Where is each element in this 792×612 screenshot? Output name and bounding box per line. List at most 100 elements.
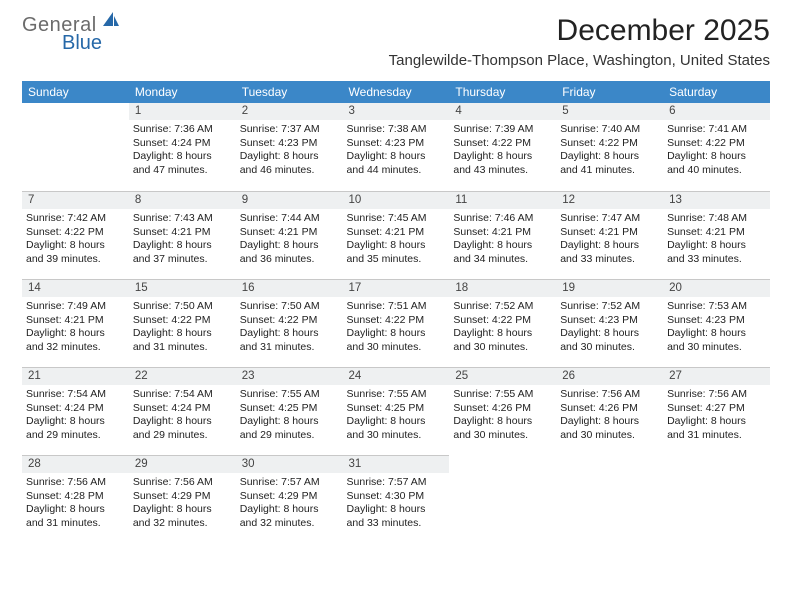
calendar-day-cell: 9Sunrise: 7:44 AMSunset: 4:21 PMDaylight…	[236, 191, 343, 279]
day-number: 7	[22, 191, 129, 209]
sunset-line: Sunset: 4:21 PM	[133, 226, 232, 240]
day-number: 20	[663, 279, 770, 297]
sunrise-line: Sunrise: 7:46 AM	[453, 212, 552, 226]
calendar-day-cell: 25Sunrise: 7:55 AMSunset: 4:26 PMDayligh…	[449, 367, 556, 455]
daylight-line: Daylight: 8 hours and 29 minutes.	[26, 415, 125, 442]
day-details: Sunrise: 7:48 AMSunset: 4:21 PMDaylight:…	[663, 209, 770, 271]
daylight-line: Daylight: 8 hours and 33 minutes.	[667, 239, 766, 266]
day-details: Sunrise: 7:42 AMSunset: 4:22 PMDaylight:…	[22, 209, 129, 271]
day-number: 4	[449, 103, 556, 120]
header: General Blue December 2025 Tanglewilde-T…	[0, 0, 792, 73]
daylight-line: Daylight: 8 hours and 34 minutes.	[453, 239, 552, 266]
sunset-line: Sunset: 4:22 PM	[347, 314, 446, 328]
day-details: Sunrise: 7:55 AMSunset: 4:25 PMDaylight:…	[236, 385, 343, 447]
calendar-week-row: 1Sunrise: 7:36 AMSunset: 4:24 PMDaylight…	[22, 103, 770, 191]
day-details: Sunrise: 7:54 AMSunset: 4:24 PMDaylight:…	[129, 385, 236, 447]
calendar-day-cell: 19Sunrise: 7:52 AMSunset: 4:23 PMDayligh…	[556, 279, 663, 367]
day-details: Sunrise: 7:40 AMSunset: 4:22 PMDaylight:…	[556, 120, 663, 182]
daylight-line: Daylight: 8 hours and 44 minutes.	[347, 150, 446, 177]
day-number: 11	[449, 191, 556, 209]
day-number: 9	[236, 191, 343, 209]
calendar-day-cell: 24Sunrise: 7:55 AMSunset: 4:25 PMDayligh…	[343, 367, 450, 455]
day-details: Sunrise: 7:53 AMSunset: 4:23 PMDaylight:…	[663, 297, 770, 359]
day-details: Sunrise: 7:52 AMSunset: 4:23 PMDaylight:…	[556, 297, 663, 359]
calendar-day-cell: 7Sunrise: 7:42 AMSunset: 4:22 PMDaylight…	[22, 191, 129, 279]
sunset-line: Sunset: 4:24 PM	[26, 402, 125, 416]
sunrise-line: Sunrise: 7:52 AM	[453, 300, 552, 314]
calendar-day-cell: 15Sunrise: 7:50 AMSunset: 4:22 PMDayligh…	[129, 279, 236, 367]
day-number: 21	[22, 367, 129, 385]
sunrise-line: Sunrise: 7:53 AM	[667, 300, 766, 314]
sunrise-line: Sunrise: 7:54 AM	[133, 388, 232, 402]
calendar-day-cell: 23Sunrise: 7:55 AMSunset: 4:25 PMDayligh…	[236, 367, 343, 455]
sunset-line: Sunset: 4:21 PM	[667, 226, 766, 240]
calendar-day-cell: 1Sunrise: 7:36 AMSunset: 4:24 PMDaylight…	[129, 103, 236, 191]
daylight-line: Daylight: 8 hours and 31 minutes.	[133, 327, 232, 354]
day-number: 22	[129, 367, 236, 385]
weekday-header: Saturday	[663, 81, 770, 103]
calendar-day-cell	[556, 455, 663, 543]
sunrise-line: Sunrise: 7:36 AM	[133, 123, 232, 137]
sunset-line: Sunset: 4:30 PM	[347, 490, 446, 504]
calendar-day-cell: 16Sunrise: 7:50 AMSunset: 4:22 PMDayligh…	[236, 279, 343, 367]
page-title: December 2025	[389, 14, 770, 48]
calendar-day-cell: 21Sunrise: 7:54 AMSunset: 4:24 PMDayligh…	[22, 367, 129, 455]
calendar-day-cell	[449, 455, 556, 543]
sunrise-line: Sunrise: 7:50 AM	[240, 300, 339, 314]
sunset-line: Sunset: 4:21 PM	[26, 314, 125, 328]
sunrise-line: Sunrise: 7:55 AM	[453, 388, 552, 402]
sunset-line: Sunset: 4:23 PM	[347, 137, 446, 151]
calendar-day-cell: 4Sunrise: 7:39 AMSunset: 4:22 PMDaylight…	[449, 103, 556, 191]
sunrise-line: Sunrise: 7:44 AM	[240, 212, 339, 226]
sunset-line: Sunset: 4:29 PM	[240, 490, 339, 504]
day-number: 5	[556, 103, 663, 120]
calendar-day-cell: 3Sunrise: 7:38 AMSunset: 4:23 PMDaylight…	[343, 103, 450, 191]
day-number: 30	[236, 455, 343, 473]
sunrise-line: Sunrise: 7:37 AM	[240, 123, 339, 137]
daylight-line: Daylight: 8 hours and 39 minutes.	[26, 239, 125, 266]
day-number: 2	[236, 103, 343, 120]
daylight-line: Daylight: 8 hours and 32 minutes.	[240, 503, 339, 530]
day-number: 17	[343, 279, 450, 297]
calendar-day-cell: 17Sunrise: 7:51 AMSunset: 4:22 PMDayligh…	[343, 279, 450, 367]
day-number: 24	[343, 367, 450, 385]
sunset-line: Sunset: 4:23 PM	[240, 137, 339, 151]
weekday-header: Tuesday	[236, 81, 343, 103]
calendar-day-cell: 22Sunrise: 7:54 AMSunset: 4:24 PMDayligh…	[129, 367, 236, 455]
day-details: Sunrise: 7:52 AMSunset: 4:22 PMDaylight:…	[449, 297, 556, 359]
sunset-line: Sunset: 4:27 PM	[667, 402, 766, 416]
day-details: Sunrise: 7:39 AMSunset: 4:22 PMDaylight:…	[449, 120, 556, 182]
day-details: Sunrise: 7:36 AMSunset: 4:24 PMDaylight:…	[129, 120, 236, 182]
sunrise-line: Sunrise: 7:50 AM	[133, 300, 232, 314]
logo-word-blue: Blue	[62, 32, 102, 55]
day-number: 28	[22, 455, 129, 473]
day-number: 12	[556, 191, 663, 209]
sunset-line: Sunset: 4:21 PM	[347, 226, 446, 240]
calendar-header-row: SundayMondayTuesdayWednesdayThursdayFrid…	[22, 81, 770, 103]
sunrise-line: Sunrise: 7:56 AM	[26, 476, 125, 490]
sunset-line: Sunset: 4:21 PM	[453, 226, 552, 240]
day-number: 14	[22, 279, 129, 297]
calendar-day-cell	[22, 103, 129, 191]
sunset-line: Sunset: 4:26 PM	[453, 402, 552, 416]
calendar-day-cell: 31Sunrise: 7:57 AMSunset: 4:30 PMDayligh…	[343, 455, 450, 543]
daylight-line: Daylight: 8 hours and 41 minutes.	[560, 150, 659, 177]
sunset-line: Sunset: 4:23 PM	[667, 314, 766, 328]
daylight-line: Daylight: 8 hours and 33 minutes.	[347, 503, 446, 530]
sunrise-line: Sunrise: 7:45 AM	[347, 212, 446, 226]
calendar-day-cell: 12Sunrise: 7:47 AMSunset: 4:21 PMDayligh…	[556, 191, 663, 279]
day-details: Sunrise: 7:56 AMSunset: 4:26 PMDaylight:…	[556, 385, 663, 447]
sunset-line: Sunset: 4:25 PM	[240, 402, 339, 416]
sunset-line: Sunset: 4:21 PM	[240, 226, 339, 240]
day-details: Sunrise: 7:46 AMSunset: 4:21 PMDaylight:…	[449, 209, 556, 271]
day-details: Sunrise: 7:50 AMSunset: 4:22 PMDaylight:…	[129, 297, 236, 359]
sunrise-line: Sunrise: 7:42 AM	[26, 212, 125, 226]
calendar-week-row: 21Sunrise: 7:54 AMSunset: 4:24 PMDayligh…	[22, 367, 770, 455]
daylight-line: Daylight: 8 hours and 31 minutes.	[26, 503, 125, 530]
daylight-line: Daylight: 8 hours and 35 minutes.	[347, 239, 446, 266]
sunrise-line: Sunrise: 7:39 AM	[453, 123, 552, 137]
sunset-line: Sunset: 4:28 PM	[26, 490, 125, 504]
daylight-line: Daylight: 8 hours and 30 minutes.	[667, 327, 766, 354]
day-number: 10	[343, 191, 450, 209]
calendar-body: 1Sunrise: 7:36 AMSunset: 4:24 PMDaylight…	[22, 103, 770, 543]
